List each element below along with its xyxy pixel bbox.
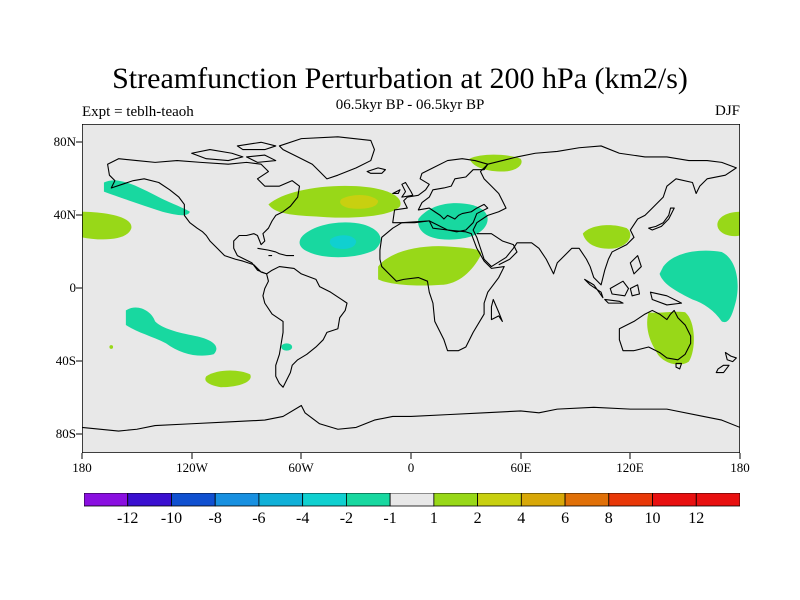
anomaly-north-atlantic <box>268 185 401 218</box>
colorbar-box <box>477 493 522 507</box>
colorbar-label: 12 <box>688 510 705 527</box>
colorbar-label: -12 <box>117 510 139 527</box>
lon-label-180w: 180 <box>72 460 92 475</box>
lon-label-180e: 180 <box>730 460 750 475</box>
lat-label-80s: 80S <box>55 426 76 441</box>
season-label: DJF <box>714 103 740 119</box>
axis-ticks <box>76 141 741 459</box>
coast-arctic-islands <box>191 141 277 163</box>
chart-subtitle: 06.5kyr BP - 06.5kyr BP <box>335 97 485 113</box>
anomaly-south-pacific <box>125 307 217 356</box>
coast-north-america <box>107 158 301 275</box>
colorbar-label: 2 <box>473 510 482 527</box>
coast-antarctica <box>82 404 740 432</box>
coast-africa <box>379 220 505 352</box>
colorbar-label: 8 <box>604 510 613 527</box>
anomaly-subtropical-atlantic-core <box>329 235 357 249</box>
coast-south-america <box>262 266 348 388</box>
coast-indonesia <box>584 255 683 306</box>
colorbar-label: -10 <box>160 510 183 527</box>
colorbar-box <box>652 493 697 507</box>
anomaly-fields <box>82 154 740 388</box>
coast-iceland <box>366 167 386 174</box>
colorbar <box>84 493 740 507</box>
colorbar-label: -4 <box>296 510 310 527</box>
colorbar-box <box>389 493 435 507</box>
anomaly-west-pacific <box>659 250 738 323</box>
colorbar-box <box>695 493 740 507</box>
coast-tasmania <box>675 362 683 370</box>
anomaly-small-spot <box>109 345 114 349</box>
lon-label-60w: 60W <box>288 460 314 475</box>
colorbar-box <box>302 493 347 507</box>
coast-japan <box>648 207 675 231</box>
anomaly-small-spot <box>281 343 293 351</box>
coast-madagascar <box>490 298 503 322</box>
coast-uk <box>392 181 414 198</box>
lat-label-80n: 80N <box>53 134 76 149</box>
colorbar-box <box>214 493 260 507</box>
lat-label-0: 0 <box>69 280 77 295</box>
lon-label-60e: 60E <box>510 460 532 475</box>
coast-australia <box>618 309 692 361</box>
anomaly-north-pacific <box>103 180 190 216</box>
colorbar-box <box>84 493 129 507</box>
coast-new-zealand <box>715 351 737 374</box>
colorbar-box <box>171 493 216 507</box>
coast-greenland <box>278 136 375 180</box>
coast-europe <box>392 158 489 233</box>
colorbar-label: -6 <box>252 510 266 527</box>
colorbar-label: 10 <box>644 510 661 527</box>
world-map <box>82 124 740 453</box>
anomaly-pacific-west-edge <box>82 211 132 240</box>
colorbar-box <box>127 493 172 507</box>
anomaly-east-asia <box>582 225 631 249</box>
lon-label-0: 0 <box>407 460 415 475</box>
colorbar-label: -2 <box>339 510 354 527</box>
colorbar-label: 4 <box>517 510 526 527</box>
lon-label-120w: 120W <box>176 460 208 475</box>
colorbar-box <box>520 493 566 507</box>
colorbar-box <box>564 493 610 507</box>
anomaly-australia <box>647 311 694 365</box>
lon-label-120e: 120E <box>616 460 644 475</box>
anomaly-pacific-east-edge <box>717 211 740 237</box>
colorbar-box <box>258 493 304 507</box>
lat-label-40s: 40S <box>55 353 76 368</box>
anomaly-southeast-pacific <box>205 370 251 388</box>
colorbar-label: -1 <box>383 510 397 527</box>
coast-arabia <box>476 233 518 266</box>
colorbar-box <box>608 493 653 507</box>
lat-label-40n: 40N <box>53 207 76 222</box>
anomaly-north-atlantic-core <box>340 195 379 209</box>
colorbar-box <box>433 493 478 507</box>
coast-caribbean <box>257 247 295 257</box>
experiment-label: Expt = teblh-teaoh <box>82 104 194 120</box>
coast-asia <box>472 145 737 286</box>
colorbar-box <box>345 493 391 507</box>
coastlines <box>82 136 740 432</box>
chart-title: Streamfunction Perturbation at 200 hPa (… <box>112 62 688 95</box>
colorbar-label: 1 <box>429 510 438 527</box>
colorbar-label: 6 <box>561 510 570 527</box>
anomaly-north-africa <box>378 246 482 286</box>
colorbar-label: -8 <box>208 510 222 527</box>
